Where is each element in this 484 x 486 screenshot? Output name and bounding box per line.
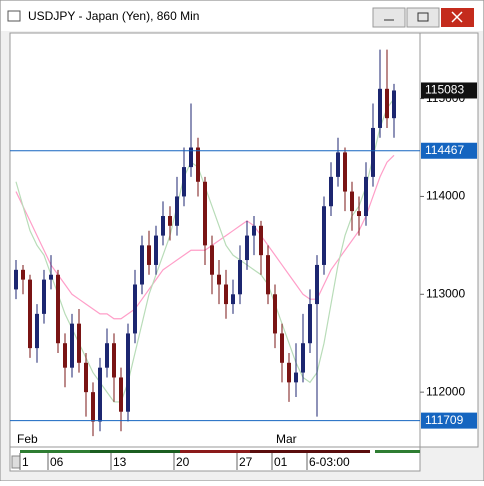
candle-body bbox=[343, 152, 347, 192]
candle-body bbox=[168, 216, 172, 226]
candle-body bbox=[210, 245, 214, 275]
x-tick-label: 20 bbox=[176, 455, 190, 469]
candle-body bbox=[189, 147, 193, 168]
candle-body bbox=[280, 333, 284, 363]
candle-body bbox=[238, 260, 242, 295]
candle-body bbox=[70, 323, 74, 368]
candle-body bbox=[14, 269, 18, 290]
x-tick-label: 1 bbox=[22, 455, 29, 469]
candle-body bbox=[105, 343, 109, 368]
candle-body bbox=[294, 372, 298, 383]
candle-body bbox=[91, 392, 95, 422]
candle-body bbox=[112, 343, 116, 378]
candle-body bbox=[224, 284, 228, 305]
candle-body bbox=[322, 206, 326, 265]
minimize-button[interactable] bbox=[372, 7, 406, 28]
candle-body bbox=[161, 216, 165, 236]
x-tick-label: 13 bbox=[113, 455, 127, 469]
candle-body bbox=[42, 279, 46, 314]
candle-body bbox=[287, 362, 291, 383]
candle-body bbox=[217, 274, 221, 285]
session-strip bbox=[180, 450, 250, 453]
y-tick-label: 114000 bbox=[426, 189, 465, 203]
candle-body bbox=[266, 255, 270, 295]
candle-body bbox=[77, 323, 81, 363]
candle-body bbox=[119, 377, 123, 412]
price-axis bbox=[419, 32, 479, 448]
candle-body bbox=[364, 176, 368, 217]
candle-body bbox=[49, 274, 53, 280]
candle-body bbox=[140, 245, 144, 285]
candle-body bbox=[231, 294, 235, 305]
window-icon bbox=[7, 10, 21, 22]
candle-body bbox=[336, 152, 340, 177]
candle-body bbox=[56, 274, 60, 344]
session-strip bbox=[250, 450, 370, 453]
x-tick-label: 27 bbox=[239, 455, 253, 469]
candle-body bbox=[35, 313, 39, 349]
candle-body bbox=[259, 225, 263, 256]
session-strip bbox=[375, 450, 420, 453]
close-icon bbox=[451, 11, 463, 23]
window-title: USDJPY - Japan (Yen), 860 Min bbox=[28, 9, 199, 23]
candle-body bbox=[273, 294, 277, 334]
candle-body bbox=[133, 284, 137, 334]
plot-area bbox=[9, 32, 421, 448]
candle-body bbox=[371, 127, 375, 177]
candle-body bbox=[252, 225, 256, 236]
x-tick-label: 01 bbox=[274, 455, 288, 469]
candle-body bbox=[182, 167, 186, 197]
session-strip bbox=[90, 450, 180, 453]
candle-body bbox=[329, 176, 333, 207]
maximize-icon bbox=[417, 12, 429, 22]
scroll-handle[interactable] bbox=[11, 455, 21, 469]
candle-body bbox=[378, 88, 382, 128]
candle-body bbox=[154, 235, 158, 265]
candle-body bbox=[357, 211, 361, 217]
candle-body bbox=[21, 269, 25, 280]
candle-body bbox=[245, 235, 249, 261]
candle-body bbox=[28, 279, 32, 349]
candle-body bbox=[350, 191, 354, 212]
candle-body bbox=[63, 343, 67, 368]
month-label: Feb bbox=[17, 432, 38, 446]
candle-body bbox=[315, 264, 319, 305]
y-tick-label: 113000 bbox=[426, 286, 465, 300]
candle-body bbox=[385, 88, 389, 119]
y-tick-label: 112000 bbox=[426, 384, 465, 398]
price-label-box bbox=[421, 412, 477, 429]
price-label-box bbox=[421, 142, 477, 159]
maximize-button[interactable] bbox=[406, 7, 440, 28]
candle-body bbox=[196, 147, 200, 182]
price-label: 111709 bbox=[425, 413, 464, 427]
candle-body bbox=[203, 181, 207, 246]
month-label: Mar bbox=[276, 432, 297, 446]
x-tick-label: 6-03:00 bbox=[309, 455, 350, 469]
candle-body bbox=[301, 343, 305, 373]
x-tick-label: 06 bbox=[50, 455, 64, 469]
candle-body bbox=[98, 367, 102, 422]
candle-body bbox=[84, 362, 88, 393]
candle-body bbox=[175, 196, 179, 226]
candle-body bbox=[392, 90, 396, 119]
candle-body bbox=[308, 304, 312, 344]
last-price-box bbox=[421, 82, 477, 99]
price-label: 114467 bbox=[425, 143, 464, 157]
candle-body bbox=[147, 245, 151, 265]
session-strip bbox=[20, 450, 90, 453]
last-price-label: 115083 bbox=[425, 83, 464, 97]
candle-body bbox=[126, 333, 130, 412]
